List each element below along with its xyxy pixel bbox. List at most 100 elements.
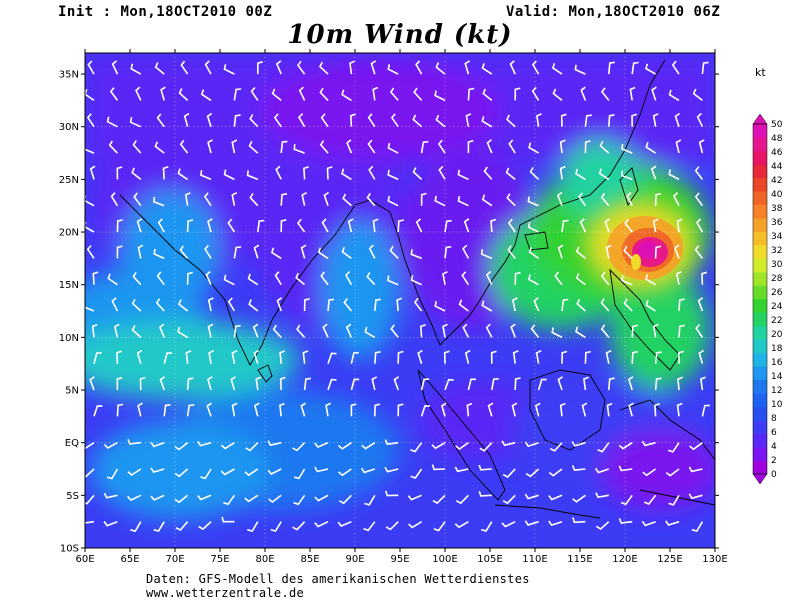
wind-barb (156, 271, 165, 286)
lat-label: 25N (59, 175, 79, 186)
wind-barb (91, 323, 98, 338)
wind-barb (107, 273, 118, 286)
wind-barb (551, 327, 563, 339)
wind-barb (678, 324, 685, 338)
wind-barb (268, 494, 282, 504)
wind-barb (678, 298, 685, 312)
wind-barb (341, 246, 352, 260)
wind-barb (89, 165, 96, 180)
wind-barb (410, 249, 422, 260)
wind-barb (200, 468, 212, 480)
wind-barb (368, 165, 376, 180)
wind-barb (419, 324, 426, 338)
wind-barb (464, 349, 471, 364)
colorbar-label: 14 (771, 372, 783, 382)
wind-barb (674, 112, 681, 127)
wind-barb (116, 166, 123, 180)
colorbar-swatch (753, 272, 767, 286)
wind-barb (183, 112, 190, 127)
wind-barb (293, 468, 306, 480)
wind-barb (605, 244, 612, 259)
wind-barb (623, 245, 633, 259)
wind-barb (444, 219, 452, 233)
wind-barb (233, 246, 242, 259)
colorbar-label: 2 (771, 456, 777, 466)
wind-barb (397, 403, 404, 417)
wind-barb (207, 297, 214, 312)
colorbar-label: 48 (771, 134, 783, 144)
wind-barb (136, 218, 143, 233)
wind-barb (293, 494, 306, 506)
wind-barb (556, 191, 563, 206)
wind-barb (481, 116, 493, 128)
wind-barb (440, 402, 447, 417)
wind-barb (384, 439, 399, 446)
lon-label: 105E (477, 554, 502, 565)
colorbar-label: 36 (771, 218, 783, 228)
wind-barb (677, 376, 683, 391)
wind-barb (631, 324, 638, 338)
wind-barb (600, 192, 610, 207)
colorbar-label: 22 (771, 316, 782, 326)
wind-barb (410, 468, 423, 479)
wind-barb (300, 244, 307, 259)
wind-barb (137, 244, 144, 259)
wind-barb (89, 376, 95, 391)
wind-barb (631, 113, 638, 127)
wind-barb (253, 349, 260, 364)
wind-barb (337, 520, 352, 527)
wind-barb (559, 165, 566, 180)
wind-barb (641, 520, 656, 527)
wind-barb (514, 271, 521, 285)
wind-barb (621, 275, 633, 286)
wind-barb (186, 219, 194, 233)
wind-barb (156, 113, 165, 128)
wind-barb (621, 143, 633, 154)
wind-barb (467, 87, 475, 101)
wind-barb (154, 141, 165, 154)
colorbar-label: 10 (771, 400, 783, 410)
wind-barb (675, 270, 682, 285)
wind-barb (303, 377, 312, 391)
wind-barb (227, 297, 236, 312)
wind-barb (116, 245, 123, 259)
wind-barb (480, 521, 493, 532)
wind-barb (184, 192, 191, 206)
wind-barb (505, 167, 516, 181)
wind-barb (220, 468, 235, 476)
wind-barb (600, 271, 610, 286)
wind-barb (343, 298, 353, 312)
wind-barb (197, 440, 212, 447)
wind-barb (227, 218, 236, 233)
wind-barb (501, 520, 516, 528)
wind-barb (410, 442, 423, 453)
wind-barb (360, 467, 376, 474)
wind-barb (676, 402, 683, 417)
wind-barb (131, 298, 142, 312)
wind-barb (481, 300, 493, 312)
wind-barb (524, 441, 539, 448)
wind-barb (626, 191, 633, 207)
wind-barb (86, 113, 95, 128)
wind-barb (230, 376, 236, 391)
wind-barb (350, 403, 357, 417)
wind-barb (346, 139, 353, 154)
wind-barb (389, 87, 399, 101)
wind-barb (688, 466, 703, 473)
wind-barb (174, 494, 189, 504)
wind-barb (130, 63, 142, 75)
wind-barb (160, 86, 166, 101)
wind-barb (321, 218, 329, 233)
wind-barb (527, 222, 539, 233)
colorbar-swatch (753, 433, 767, 448)
wind-barbs (85, 60, 710, 533)
wind-barb (197, 494, 212, 501)
wind-barb (150, 467, 165, 474)
wind-barb (654, 245, 662, 259)
lat-label: 10S (60, 544, 79, 555)
wind-barb (153, 248, 165, 260)
wind-barb (250, 86, 259, 101)
wind-barb (645, 63, 656, 75)
wind-barb (483, 166, 493, 180)
